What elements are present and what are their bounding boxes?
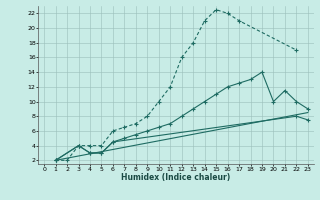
X-axis label: Humidex (Indice chaleur): Humidex (Indice chaleur) [121, 173, 231, 182]
